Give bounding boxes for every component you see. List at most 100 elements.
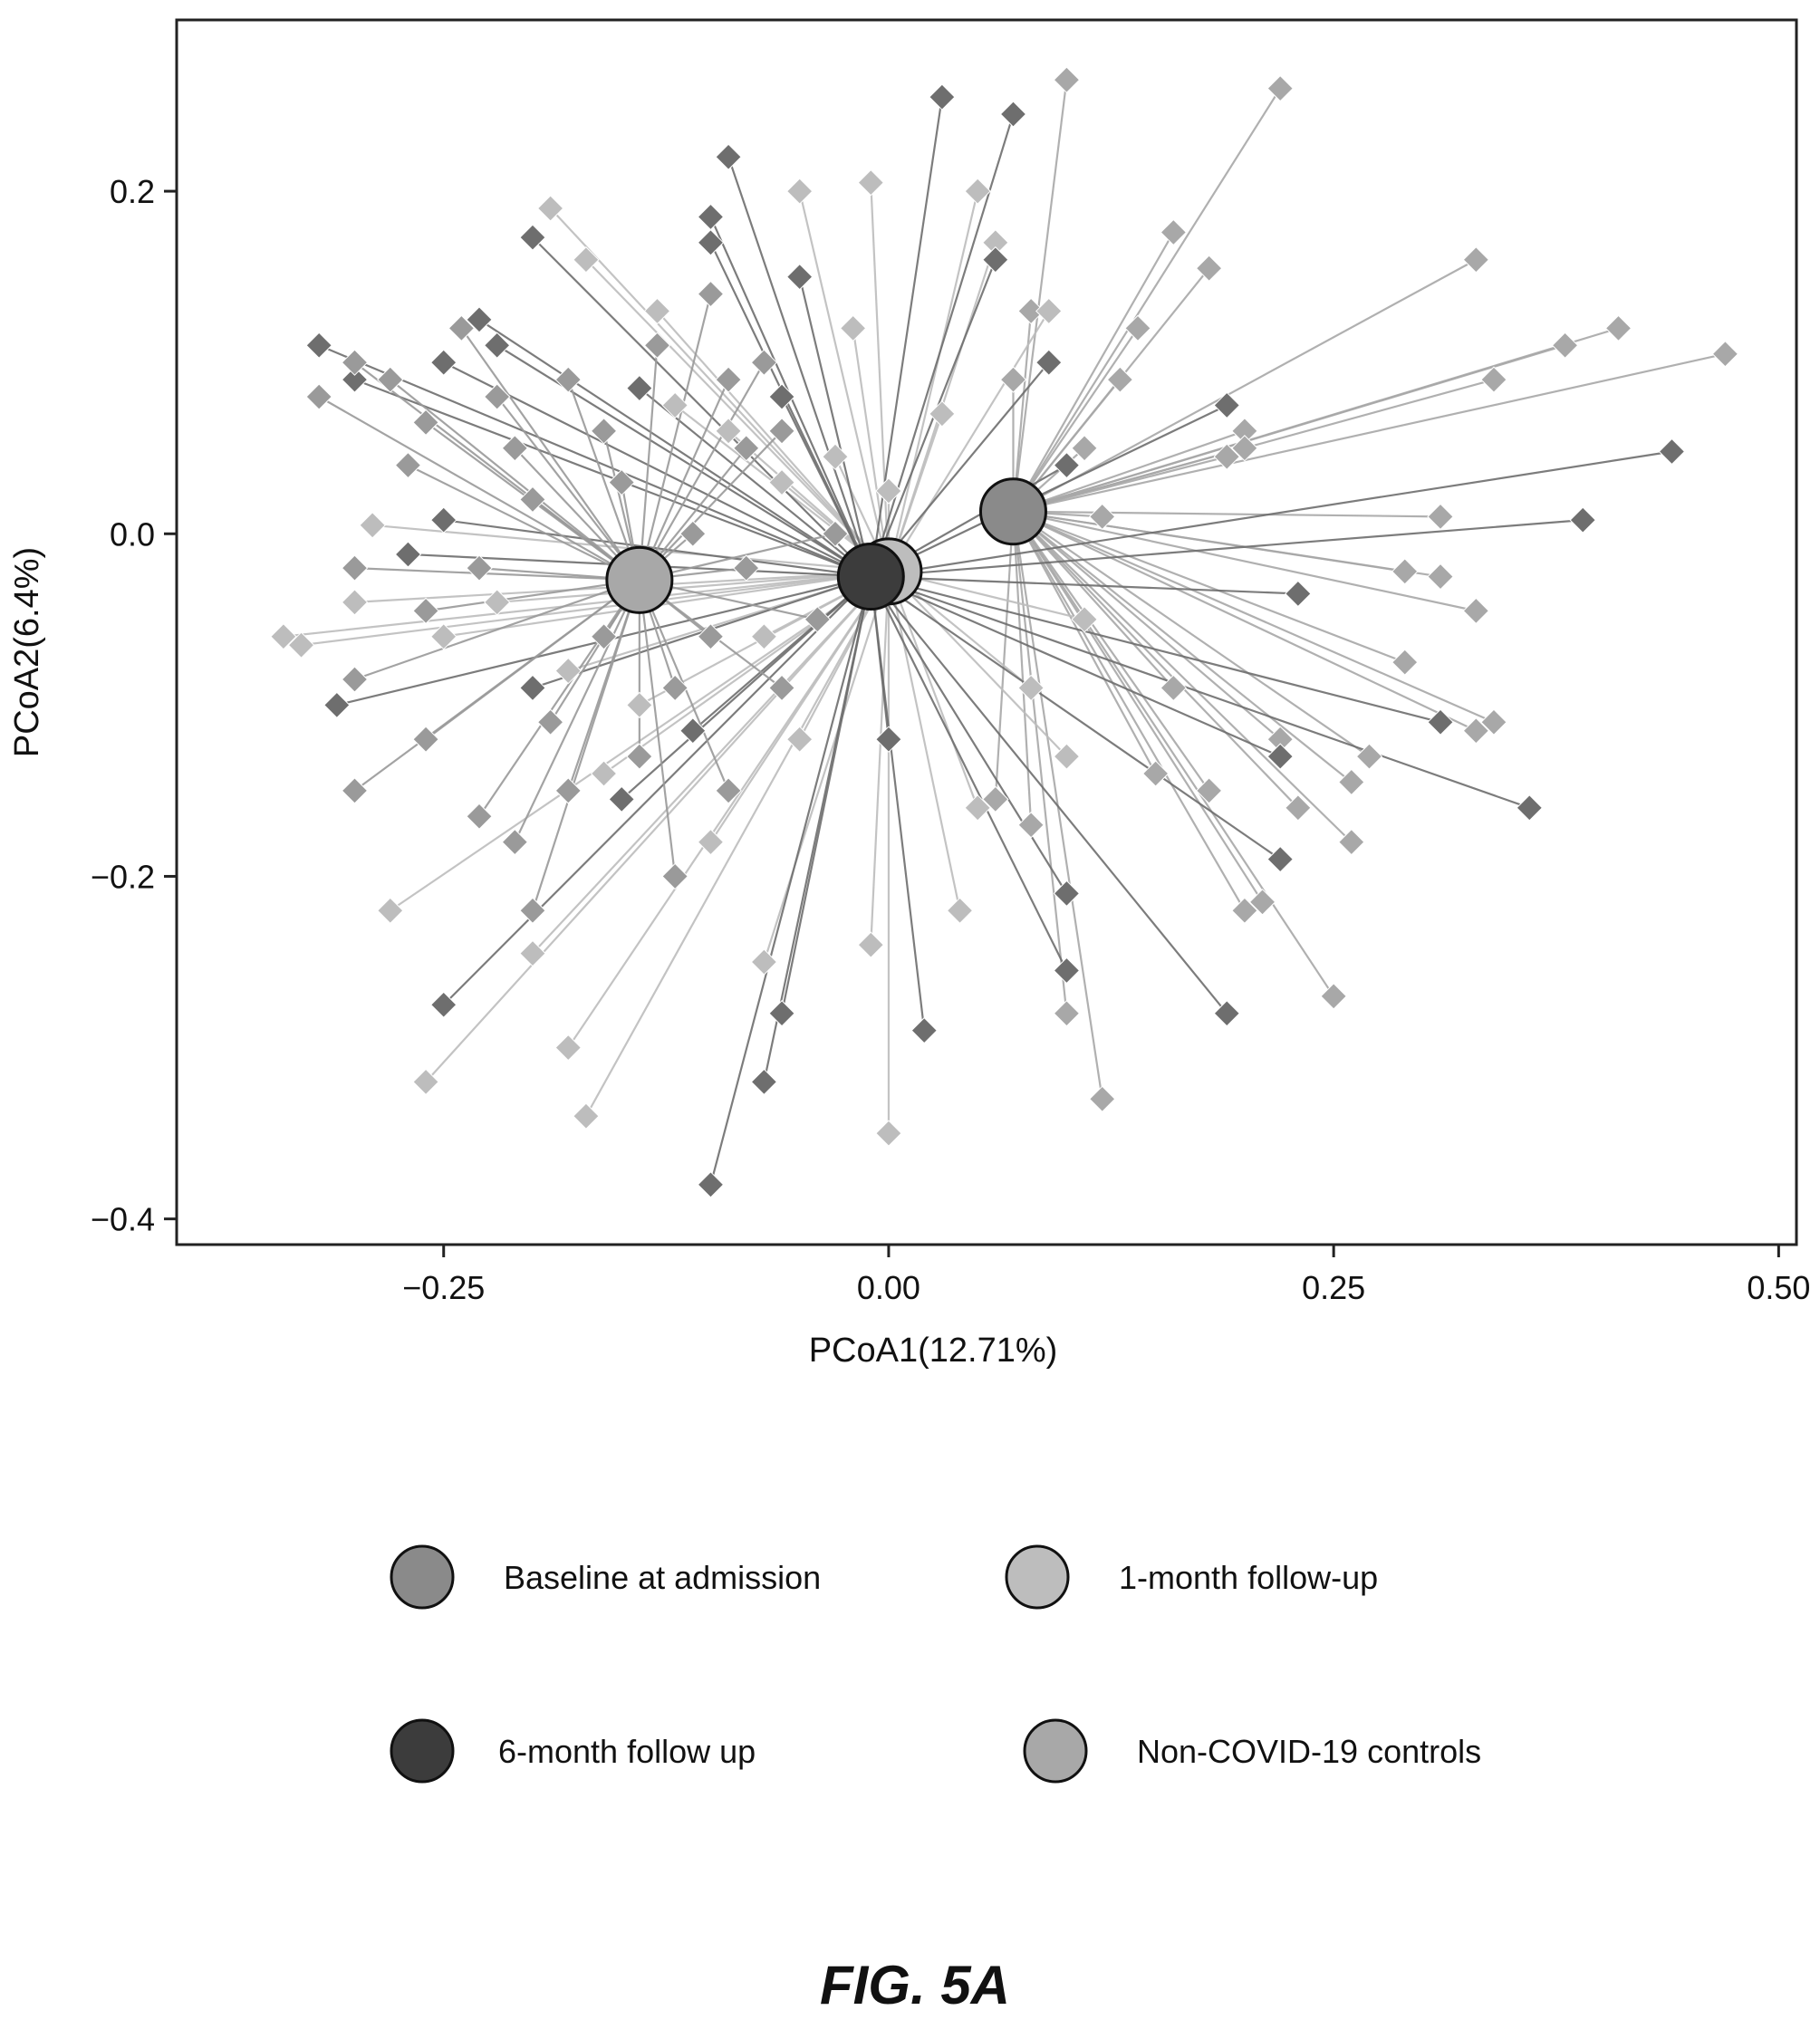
- spider-line-baseline: [1012, 327, 1139, 513]
- spider-line-baseline: [1012, 510, 1175, 689]
- spider-line-baseline: [1013, 510, 1441, 578]
- data-point-baseline: [1462, 717, 1490, 745]
- data-point-baseline: [1248, 889, 1276, 916]
- data-point-baseline: [1391, 649, 1419, 676]
- spider-line-one_month: [584, 571, 890, 1117]
- spider-line-baseline: [1012, 510, 1353, 843]
- data-point-six_month: [1035, 349, 1063, 376]
- spider-line-baseline: [1012, 511, 1264, 903]
- data-point-six_month: [608, 785, 635, 813]
- spider-line-one_month: [887, 571, 979, 809]
- spider-line-one_month: [887, 190, 979, 572]
- data-point-baseline: [1285, 794, 1312, 822]
- spider-line-baseline: [1012, 511, 1033, 825]
- plot-frame: [175, 18, 1798, 1246]
- data-point-six_month: [1658, 438, 1686, 466]
- spider-line-six_month: [639, 387, 871, 578]
- data-point-controls: [590, 623, 618, 650]
- spider-line-one_month: [532, 571, 890, 955]
- data-point-six_month: [430, 991, 457, 1018]
- spider-line-controls: [496, 396, 640, 582]
- spider-line-baseline: [1013, 510, 1477, 732]
- data-point-one_month: [857, 931, 884, 958]
- data-point-one_month: [341, 589, 369, 616]
- x-tick-label: −0.25: [402, 1269, 485, 1306]
- data-point-controls: [536, 708, 564, 736]
- spider-line-six_month: [870, 576, 1068, 971]
- data-point-one_month: [287, 631, 315, 659]
- spider-line-six_month: [443, 361, 871, 578]
- data-point-one_month: [839, 314, 867, 342]
- data-point-one_month: [270, 623, 297, 650]
- data-point-baseline: [1338, 768, 1365, 796]
- x-tick-label: 0.25: [1302, 1269, 1365, 1306]
- legend-label-six_month: 6-month follow up: [498, 1733, 756, 1770]
- spider-line-one_month: [283, 570, 890, 638]
- spider-line-six_month: [870, 575, 1281, 861]
- spider-line-controls: [460, 327, 640, 581]
- spider-line-six_month: [871, 519, 1584, 578]
- data-point-controls: [715, 777, 742, 804]
- legend-marker-baseline: [390, 1544, 455, 1610]
- spider-line-baseline: [1012, 80, 1068, 512]
- data-point-six_month: [1213, 1000, 1240, 1027]
- legend-marker-controls: [1023, 1718, 1088, 1784]
- data-point-baseline: [1427, 563, 1454, 591]
- data-point-controls: [448, 314, 476, 342]
- data-point-one_month: [536, 195, 564, 222]
- spider-line-one_month: [585, 258, 890, 572]
- y-tick-label: −0.2: [91, 858, 155, 895]
- data-point-six_month: [715, 143, 742, 170]
- spider-line-baseline: [1013, 510, 1477, 612]
- data-point-six_month: [785, 263, 814, 291]
- data-point-six_month: [1516, 794, 1543, 822]
- spider-line-baseline: [1012, 510, 1353, 784]
- sample-points: [270, 66, 1739, 1198]
- centroid-controls: [605, 545, 674, 614]
- spider-line-baseline: [1012, 258, 1477, 513]
- spider-line-controls: [318, 396, 640, 582]
- data-point-six_month: [1266, 845, 1294, 873]
- spider-line-controls: [638, 379, 730, 581]
- y-axis-label: PCoA2(6.4%): [8, 547, 46, 757]
- x-axis: −0.25 0.00 0.25 0.50: [402, 1245, 1810, 1306]
- data-point-controls: [554, 777, 582, 804]
- data-point-controls: [519, 897, 546, 924]
- data-point-one_month: [519, 939, 546, 967]
- data-point-controls: [466, 803, 493, 830]
- data-point-baseline: [1231, 897, 1258, 924]
- data-point-controls: [679, 520, 707, 547]
- data-point-six_month: [697, 1171, 725, 1198]
- spider-line-six_month: [318, 344, 871, 578]
- spider-line-six_month: [478, 318, 871, 578]
- data-point-one_month: [875, 477, 902, 505]
- data-point-controls: [733, 435, 760, 462]
- data-point-six_month: [1053, 451, 1081, 479]
- data-point-one_month: [946, 897, 974, 924]
- spider-line-one_month: [567, 571, 890, 1049]
- data-point-baseline: [1089, 503, 1116, 531]
- data-point-controls: [733, 554, 760, 582]
- data-point-one_month: [573, 1102, 600, 1130]
- group-centroids: [605, 477, 1047, 614]
- spider-line-baseline: [1012, 511, 1157, 774]
- data-point-baseline: [1071, 435, 1098, 462]
- data-point-six_month: [910, 1016, 938, 1044]
- centroid-six_month: [836, 543, 905, 611]
- data-point-six_month: [1213, 391, 1240, 419]
- data-point-six_month: [1427, 708, 1454, 736]
- centroid-baseline: [978, 477, 1047, 546]
- spider-line-controls: [638, 580, 677, 877]
- spider-line-six_month: [727, 156, 872, 577]
- data-point-one_month: [626, 691, 653, 719]
- data-point-six_month: [430, 506, 457, 534]
- spider-line-controls: [425, 579, 640, 741]
- data-point-one_month: [964, 178, 991, 205]
- data-point-baseline: [1213, 443, 1240, 470]
- spider-line-baseline: [1013, 510, 1406, 664]
- spider-line-one_month: [888, 571, 1068, 757]
- data-point-one_month: [1071, 606, 1098, 633]
- spider-line-one_month: [763, 571, 890, 963]
- data-point-controls: [804, 606, 832, 633]
- data-point-baseline: [1195, 255, 1223, 282]
